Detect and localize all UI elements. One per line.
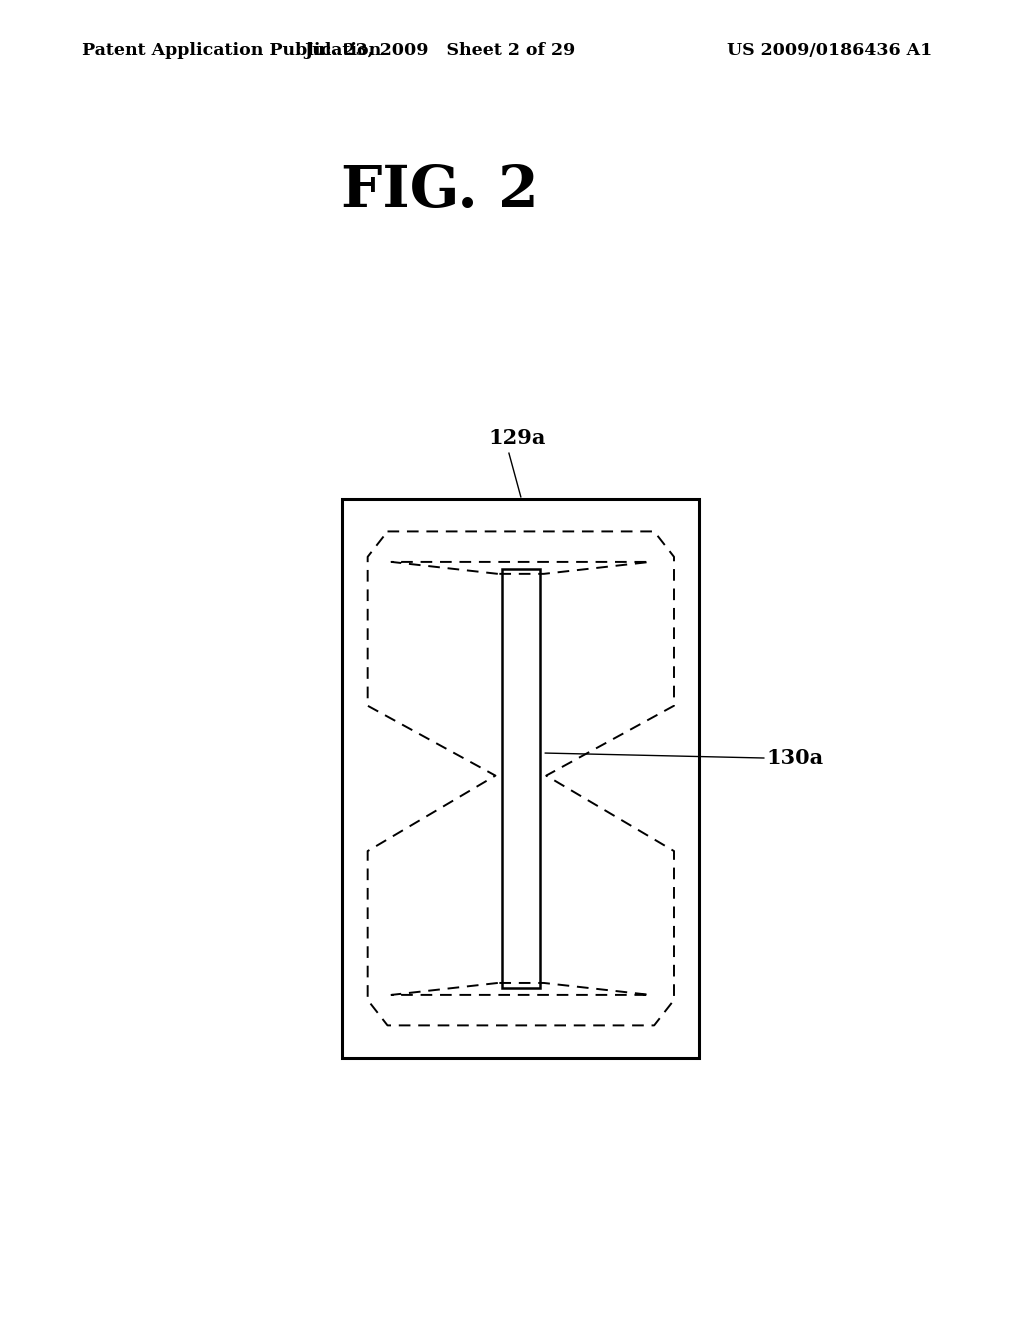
Text: Jul. 23, 2009   Sheet 2 of 29: Jul. 23, 2009 Sheet 2 of 29 <box>305 42 575 59</box>
Text: US 2009/0186436 A1: US 2009/0186436 A1 <box>727 42 932 59</box>
Text: FIG. 2: FIG. 2 <box>341 164 540 219</box>
Text: 130a: 130a <box>767 748 824 768</box>
Bar <box>502 569 540 989</box>
Bar <box>342 499 699 1057</box>
Text: Patent Application Publication: Patent Application Publication <box>82 42 381 59</box>
Text: 129a: 129a <box>488 428 546 447</box>
